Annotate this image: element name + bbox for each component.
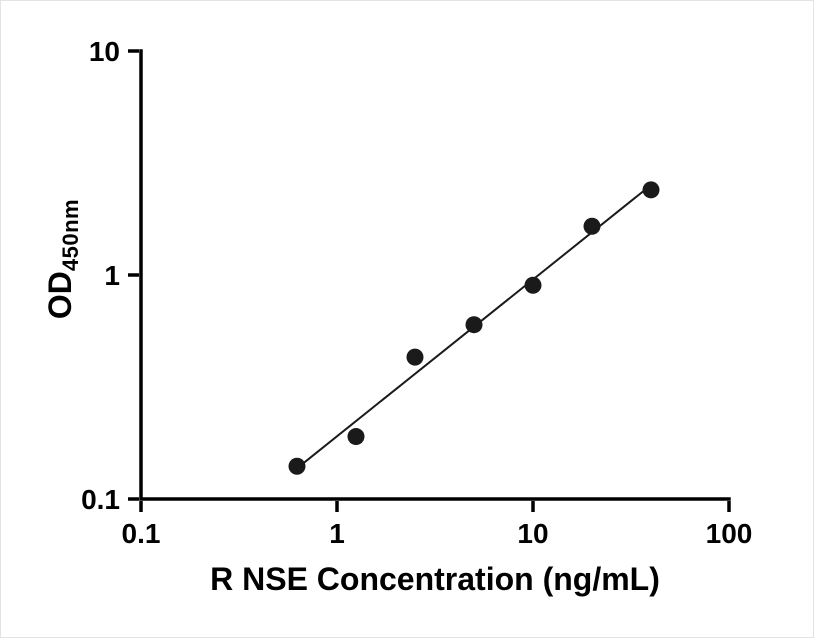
y-tick-label: 1 xyxy=(104,260,120,291)
data-point xyxy=(583,217,601,235)
data-point xyxy=(524,276,542,294)
y-axis-title: OD450nm xyxy=(42,199,84,319)
axis-lines xyxy=(139,49,731,501)
y-axis-title-subscript: 450nm xyxy=(58,198,83,272)
data-point xyxy=(288,457,306,475)
x-axis-title: R NSE Concentration (ng/mL) xyxy=(210,561,660,597)
x-tick-label: 0.1 xyxy=(122,518,161,549)
y-tick-label: 10 xyxy=(89,36,120,67)
data-point xyxy=(642,181,660,199)
data-point xyxy=(347,428,365,446)
data-point xyxy=(465,316,483,334)
x-tick-label: 1 xyxy=(329,518,345,549)
x-tick-label: 10 xyxy=(517,518,548,549)
y-axis-title-main: OD xyxy=(42,271,78,320)
data-point xyxy=(406,348,424,366)
y-tick-label: 0.1 xyxy=(81,484,120,515)
x-tick-label: 100 xyxy=(706,518,753,549)
